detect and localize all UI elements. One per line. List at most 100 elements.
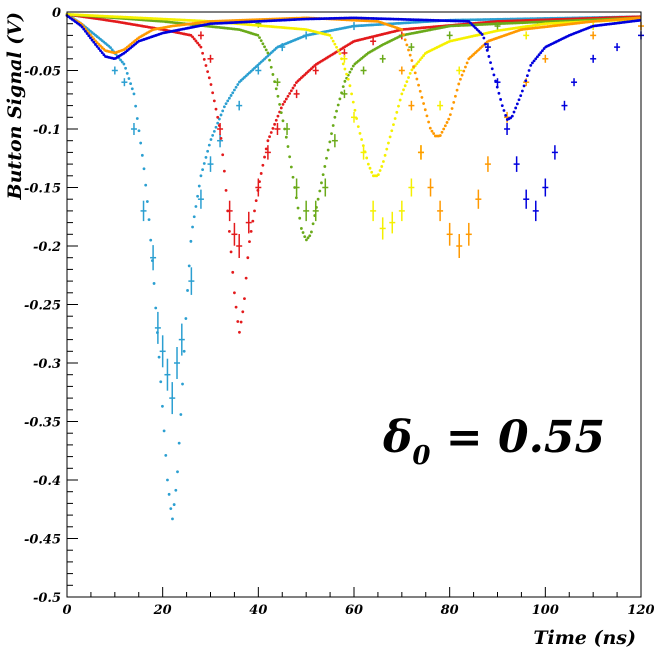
sim-point (541, 49, 544, 53)
meas-point (504, 123, 511, 135)
sim-point (125, 72, 129, 75)
meas-point (236, 100, 243, 111)
sim-point (182, 349, 186, 353)
x-tick-label: 20 (153, 603, 172, 618)
sim-point (350, 67, 354, 71)
sim-point (94, 43, 97, 46)
meas-point (571, 78, 578, 87)
meas-point (293, 89, 300, 99)
meas-point (614, 43, 621, 52)
sim-point (402, 88, 405, 92)
meas-point (370, 200, 377, 222)
sim-point (512, 110, 516, 114)
sim-point (537, 53, 541, 57)
sim-point (299, 227, 303, 230)
meas-point (379, 54, 386, 63)
sim-point (529, 63, 533, 67)
sim-point (258, 36, 261, 39)
sim-point (120, 60, 124, 64)
sim-point (338, 52, 342, 56)
sim-point (283, 100, 287, 104)
sim-point (430, 129, 434, 133)
sim-point (273, 122, 276, 126)
sim-point (484, 42, 487, 46)
sim-point (234, 85, 238, 89)
sim-point (147, 218, 151, 222)
meas-point (494, 78, 501, 87)
meas-point (236, 234, 243, 258)
sim-point (171, 517, 174, 521)
sim-point (345, 72, 348, 76)
meas-point (164, 358, 171, 391)
sim-point (465, 61, 469, 65)
sim-point (154, 306, 158, 310)
sim-point (206, 70, 210, 74)
sim-point (135, 117, 139, 120)
sim-point (276, 114, 280, 118)
sim-point (464, 65, 467, 69)
sim-point (197, 184, 201, 188)
sim-point (222, 169, 226, 173)
meas-point (370, 37, 377, 46)
sim-point (110, 48, 114, 52)
sim-point (253, 209, 256, 213)
sim-point (152, 282, 156, 285)
sim-point (236, 83, 240, 86)
sim-point (422, 102, 425, 105)
sim-point (288, 155, 292, 159)
sim-point (410, 59, 414, 62)
sim-point (82, 27, 86, 31)
sim-point (403, 38, 407, 42)
sim-point (249, 229, 253, 233)
sim-point (397, 104, 400, 108)
sim-point (207, 143, 211, 147)
series-measurement (255, 19, 501, 222)
series-measurement (341, 22, 597, 240)
meas-point (178, 323, 185, 356)
sim-point (204, 155, 208, 159)
sim-point (224, 189, 228, 192)
sim-point (219, 136, 223, 140)
sim-point (351, 64, 355, 68)
sim-point (510, 114, 514, 118)
y-tick-label: -0.15 (24, 182, 61, 197)
sim-point (341, 62, 345, 66)
sim-point (532, 59, 536, 63)
sim-point (222, 105, 226, 109)
series-simulation (65, 12, 641, 178)
axis-layer: 0 20 40 60 80 100 120 0 -0.05 -0.1 -0.15 -0.2 -0.25 -… (24, 6, 655, 618)
sim-point (174, 488, 178, 492)
sim-point (251, 219, 255, 223)
sim-point (271, 73, 275, 76)
sim-point (212, 129, 216, 133)
sim-point (281, 103, 285, 106)
sim-point (95, 45, 99, 48)
sim-point (201, 168, 205, 172)
sim-point (382, 160, 385, 163)
sim-point (164, 454, 168, 457)
sim-point (229, 94, 233, 97)
meas-point (197, 189, 204, 209)
meas-point (523, 189, 530, 209)
sim-point (350, 92, 354, 96)
meas-point (188, 267, 195, 295)
sim-point (405, 80, 409, 84)
sim-point (191, 225, 194, 229)
sim-point (459, 77, 462, 81)
sim-point (335, 45, 338, 49)
sim-point (443, 124, 447, 128)
sim-point (84, 29, 87, 33)
sim-point (402, 33, 405, 37)
sim-point (132, 92, 136, 96)
sim-point (303, 235, 307, 239)
sim-point (318, 189, 322, 193)
meas-point (217, 134, 224, 148)
sim-point (395, 110, 399, 114)
sim-point (517, 98, 521, 102)
meas-point (121, 78, 128, 87)
sim-point (97, 47, 101, 50)
sim-point (407, 48, 410, 52)
sim-point (289, 165, 293, 169)
sim-point (328, 33, 332, 37)
